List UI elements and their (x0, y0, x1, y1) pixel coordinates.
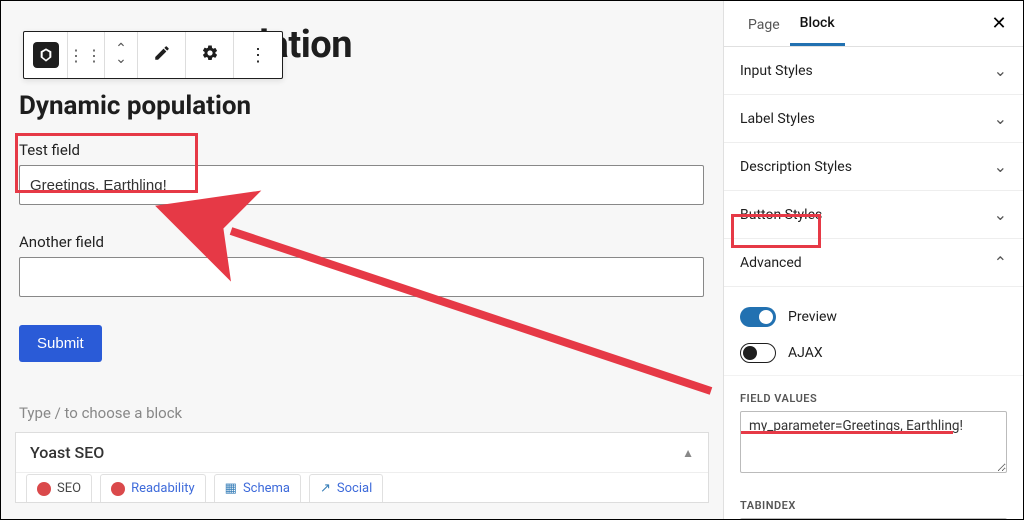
toggle-label: AJAX (788, 345, 823, 361)
chevron-down-icon: ⌄ (994, 157, 1007, 176)
chevron-down-icon: ⌄ (994, 205, 1007, 224)
more-options-button[interactable]: ⋮ (234, 32, 282, 78)
toggle-label: Preview (788, 309, 837, 325)
collapse-icon: ▲ (682, 446, 694, 460)
close-icon: ✕ (991, 13, 1006, 34)
another-field-input[interactable] (19, 257, 704, 297)
highlight-field-values-underline (741, 431, 953, 434)
panel-label-styles[interactable]: Label Styles ⌄ (724, 95, 1023, 143)
drag-handle-icon: ⋮⋮ (68, 46, 104, 65)
field-group-another: Another field (19, 233, 705, 297)
panel-title: Label Styles (740, 111, 815, 127)
yoast-tab-readability[interactable]: Readability (100, 474, 206, 502)
tab-label: Social (337, 481, 372, 496)
chevron-down-icon: ⌄ (994, 109, 1007, 128)
drag-handle-button[interactable]: ⋮⋮ (68, 32, 105, 78)
field-label: Another field (19, 233, 705, 251)
test-field-input[interactable] (19, 165, 704, 205)
chevron-down-icon: ⌄ (994, 61, 1007, 80)
preview-toggle-row: Preview (740, 299, 1007, 335)
tabindex-group: TABINDEX (724, 483, 1023, 519)
block-icon (33, 42, 59, 68)
yoast-tab-schema[interactable]: ▦ Schema (214, 474, 301, 502)
panel-button-styles[interactable]: Button Styles ⌄ (724, 191, 1023, 239)
move-up-down-button[interactable]: ⌃⌄ (105, 32, 137, 78)
panel-title: Input Styles (740, 63, 813, 79)
gear-icon (201, 44, 219, 66)
block-type-button[interactable] (24, 32, 68, 78)
readability-dot-icon (111, 482, 125, 496)
tab-label: SEO (57, 481, 81, 496)
edit-icon (153, 44, 171, 66)
tabindex-input[interactable] (740, 518, 1007, 519)
panel-title: Advanced (740, 255, 802, 271)
sidebar-tabs: Page Block ✕ (724, 1, 1023, 47)
form-heading: Dynamic population (19, 91, 705, 121)
tabindex-label: TABINDEX (740, 499, 1007, 512)
field-group-test: Test field (19, 141, 705, 205)
seo-dot-icon (37, 482, 51, 496)
field-label: Test field (19, 141, 705, 159)
field-values-label: FIELD VALUES (740, 392, 1007, 405)
more-icon: ⋮ (249, 45, 267, 66)
sidebar-tab-page[interactable]: Page (738, 3, 790, 45)
social-icon: ↗ (320, 481, 331, 496)
panel-input-styles[interactable]: Input Styles ⌄ (724, 47, 1023, 95)
advanced-section-body: Preview AJAX (724, 287, 1023, 376)
tab-label: Readability (131, 481, 195, 496)
yoast-tab-seo[interactable]: SEO (26, 474, 92, 502)
block-settings-sidebar: Page Block ✕ Input Styles ⌄ Label Styles… (723, 1, 1023, 519)
panel-title: Description Styles (740, 159, 852, 175)
yoast-panel: Yoast SEO ▲ SEO Readability ▦ Schema ↗ S… (15, 432, 709, 503)
close-sidebar-button[interactable]: ✕ (983, 8, 1015, 40)
ajax-toggle-row: AJAX (740, 335, 1007, 371)
tab-label: Schema (243, 481, 290, 496)
settings-button[interactable] (186, 32, 234, 78)
ajax-toggle[interactable] (740, 343, 776, 363)
preview-toggle[interactable] (740, 307, 776, 327)
panel-title: Button Styles (740, 207, 822, 223)
panel-description-styles[interactable]: Description Styles ⌄ (724, 143, 1023, 191)
yoast-panel-title: Yoast SEO (30, 443, 104, 462)
panel-advanced[interactable]: Advanced ⌃ (724, 239, 1023, 287)
block-toolbar: ⋮⋮ ⌃⌄ ⋮ (23, 31, 283, 79)
field-values-textarea[interactable]: my_parameter=Greetings, Earthling! (740, 411, 1007, 473)
form-block[interactable]: Dynamic population Test field Another fi… (19, 91, 705, 422)
yoast-panel-header[interactable]: Yoast SEO ▲ (16, 433, 708, 473)
edit-button[interactable] (138, 32, 186, 78)
yoast-tab-social[interactable]: ↗ Social (309, 474, 383, 502)
schema-icon: ▦ (225, 481, 237, 496)
up-down-icon: ⌃⌄ (115, 45, 127, 65)
block-appender-hint[interactable]: Type / to choose a block (19, 404, 705, 422)
yoast-tabs: SEO Readability ▦ Schema ↗ Social (16, 473, 708, 502)
toolbar-drag-move: ⋮⋮ ⌃⌄ (68, 32, 138, 78)
sidebar-tab-block[interactable]: Block (790, 1, 845, 46)
chevron-up-icon: ⌃ (994, 253, 1007, 272)
submit-button[interactable]: Submit (19, 325, 102, 362)
field-values-group: FIELD VALUES my_parameter=Greetings, Ear… (724, 376, 1023, 483)
editor-canvas: lation ⋮⋮ ⌃⌄ (1, 1, 723, 519)
